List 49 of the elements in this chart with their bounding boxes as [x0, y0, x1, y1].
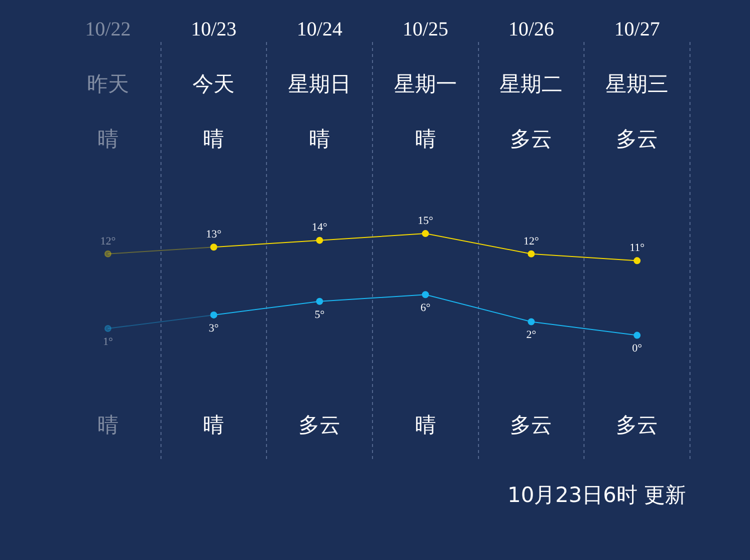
data-label: 5° [314, 308, 325, 321]
text: 晴 [96, 126, 120, 152]
data-label: 14° [312, 222, 328, 234]
point [210, 311, 218, 318]
text: 晴 [202, 412, 226, 438]
text: 今天 [192, 71, 236, 97]
point [634, 257, 641, 264]
text: 晴 [96, 412, 120, 438]
data-label: 3° [208, 322, 219, 334]
x-tick-label: 10/26 [508, 18, 554, 40]
point [422, 230, 429, 238]
point [210, 244, 218, 251]
x-tick-label: 10/27 [614, 18, 660, 40]
text: 多云 [509, 412, 554, 438]
text: 星期二 [498, 71, 564, 97]
data-label: 1° [102, 336, 113, 348]
data-label: 2° [526, 329, 536, 342]
point [316, 298, 324, 305]
text: 星期三 [604, 71, 670, 97]
point [634, 332, 641, 339]
point [104, 250, 112, 258]
text: 昨天 [86, 71, 130, 97]
point [528, 318, 535, 326]
text: 晴 [308, 126, 332, 152]
text: 星期日 [287, 71, 352, 97]
data-label: 12° [524, 235, 539, 248]
text: 晴 [202, 126, 226, 152]
data-label: 13° [206, 228, 222, 240]
data-label: 11° [630, 242, 645, 254]
text: 多云 [509, 126, 554, 152]
text: 晴 [414, 126, 437, 152]
data-label: 12° [100, 235, 116, 248]
data-label: 6° [420, 302, 430, 314]
point [104, 325, 112, 332]
text: 晴 [414, 412, 437, 438]
data-label: 0° [632, 342, 642, 355]
text: 10月23日6时 更新 [508, 482, 686, 509]
x-tick-label: 10/22 [85, 18, 131, 40]
point [528, 250, 535, 258]
text: 多云 [615, 412, 660, 438]
point [422, 291, 429, 298]
point [316, 236, 324, 244]
x-tick-label: 10/24 [296, 18, 342, 40]
text: 多云 [615, 126, 660, 152]
text: 星期一 [392, 71, 458, 97]
x-tick-label: 10/25 [402, 18, 448, 40]
text: 多云 [298, 412, 342, 438]
x-tick-label: 10/23 [190, 18, 237, 40]
data-label: 15° [418, 214, 434, 227]
